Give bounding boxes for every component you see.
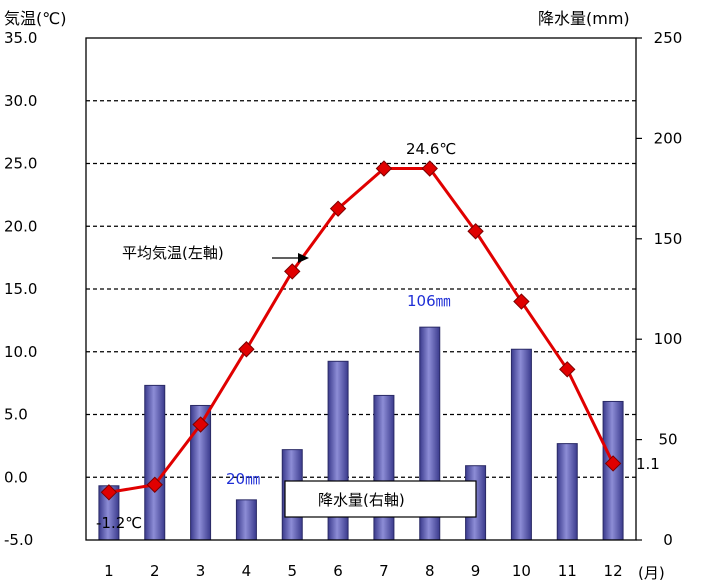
x-axis-unit: (月) <box>638 564 665 582</box>
right-tick-label: 150 <box>654 230 683 248</box>
x-tick-label: 6 <box>333 562 343 580</box>
temp-point <box>467 223 484 240</box>
precip-bar <box>144 384 166 541</box>
temp-line-layer <box>100 160 622 501</box>
temp-label-arrowhead <box>298 253 309 263</box>
precip-legend-box <box>284 480 477 518</box>
temp-point <box>284 263 301 280</box>
temp-point <box>238 341 255 358</box>
precip-series-label: 降水量(右軸) <box>318 491 405 509</box>
x-tick-label: 12 <box>604 562 623 580</box>
temp-point <box>421 160 438 177</box>
max-temp-label: 24.6℃ <box>406 140 456 158</box>
left-tick-label: 25.0 <box>4 155 37 173</box>
min-precip-label: 20㎜ <box>226 470 260 488</box>
precip-bar <box>373 394 395 541</box>
right-tick-label: 0 <box>663 531 673 549</box>
temp-point <box>375 160 393 177</box>
left-tick-label: 15.0 <box>4 280 37 298</box>
left-tick-label: 30.0 <box>4 92 37 110</box>
x-tick-label: 11 <box>558 562 577 580</box>
grid-lines <box>86 100 636 478</box>
precip-bar <box>235 499 257 541</box>
x-tick-label: 10 <box>512 562 531 580</box>
x-tick-label: 7 <box>379 562 389 580</box>
x-tick-label: 1 <box>104 562 114 580</box>
right-tick-label: 200 <box>654 129 683 147</box>
left-axis-title: 気温(℃) <box>4 9 66 28</box>
x-tick-label: 9 <box>471 562 481 580</box>
x-tick-label: 3 <box>196 562 206 580</box>
x-tick-label: 4 <box>242 562 252 580</box>
temp-point <box>559 361 576 378</box>
x-tick-label: 2 <box>150 562 160 580</box>
left-axis-ticks: -5.0 0.0 5.0 10.0 15.0 20.0 25.0 30.0 35.0 <box>4 29 37 549</box>
temp-point <box>329 200 347 217</box>
temp-line <box>108 167 615 494</box>
dec-temp-label: 1.1 <box>636 455 660 473</box>
max-precip-label: 106㎜ <box>407 292 451 310</box>
precip-bar <box>556 443 578 541</box>
x-tick-label: 5 <box>287 562 297 580</box>
x-tick-label: 8 <box>425 562 435 580</box>
right-tick-label: 250 <box>654 29 683 47</box>
left-tick-label: 5.0 <box>4 406 28 424</box>
temp-point <box>146 476 163 493</box>
left-tick-label: -5.0 <box>4 531 33 549</box>
right-axis-title: 降水量(mm) <box>538 9 630 28</box>
temp-point <box>604 455 622 472</box>
min-temp-label: -1.2℃ <box>96 514 142 532</box>
left-tick-label: 35.0 <box>4 29 37 47</box>
temp-point <box>100 484 118 501</box>
left-tick-label: 0.0 <box>4 468 28 486</box>
temp-point <box>513 293 530 310</box>
x-axis-ticks: 1 2 3 4 5 6 7 8 9 10 11 12 <box>104 562 622 580</box>
precip-bar <box>510 348 532 541</box>
temp-series-label: 平均気温(左軸) <box>122 244 224 262</box>
left-tick-label: 10.0 <box>4 343 37 361</box>
right-tick-label: 100 <box>654 330 683 348</box>
plot-border <box>85 37 637 541</box>
right-axis-ticks: 0 50 100 150 200 250 <box>636 29 682 549</box>
temp-point <box>192 416 209 433</box>
left-tick-label: 20.0 <box>4 217 37 235</box>
right-tick-label: 50 <box>658 431 677 449</box>
